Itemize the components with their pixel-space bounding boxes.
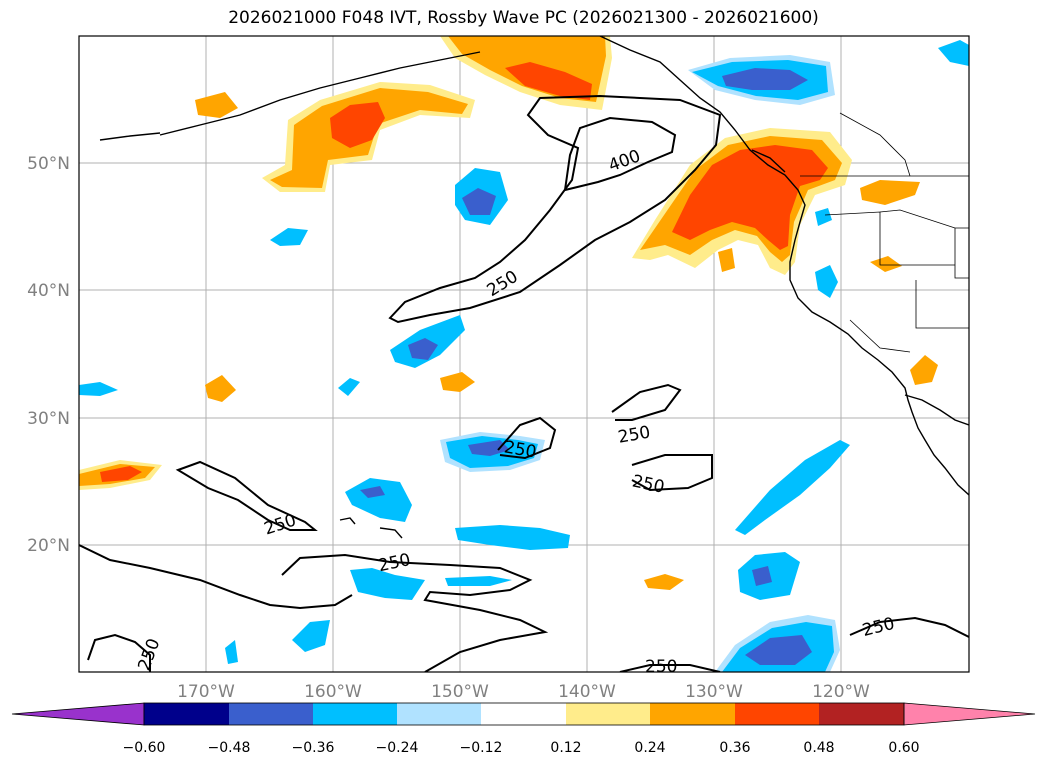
neg-patch-14 [938, 40, 969, 66]
coast-vancouver [751, 149, 786, 173]
neg-patch-1 [270, 228, 308, 246]
ar-patch-goa-core [505, 62, 592, 100]
cbar-tick-9: 0.48 [803, 740, 834, 756]
ar-patch-pnw-core [672, 145, 828, 250]
contour-label-250-h: 250 [645, 657, 677, 677]
lon-label-150w: 150°W [431, 682, 489, 702]
neg-patch-17 [815, 208, 832, 226]
lat-label-50n: 50°N [27, 154, 70, 174]
longitude-labels: 170°W 160°W 150°W 140°W 130°W 120°W [177, 682, 870, 702]
ar-patch-small-8 [718, 248, 735, 272]
coast-islands-1 [339, 517, 356, 525]
neg-patch-12 [79, 382, 118, 396]
colorbar-bin-3 [313, 703, 397, 725]
neg-patch-4-core [360, 486, 385, 498]
contour-250-d [175, 460, 318, 531]
colorbar-frame [143, 702, 905, 726]
contour-250-c [631, 454, 713, 492]
cbar-tick-2: −0.48 [208, 740, 251, 756]
neg-patch-8 [292, 620, 330, 652]
neg-patch-3-core [468, 440, 510, 456]
coast-baja [904, 394, 969, 426]
contour-250-i [849, 616, 969, 638]
ar-patch-small-5 [910, 355, 938, 385]
latitude-labels: 50°N 40°N 30°N 20°N [27, 154, 70, 556]
neg-patch-16 [338, 378, 360, 396]
ar-patch-west-tropics-core [100, 466, 142, 482]
cbar-tick-8: 0.36 [719, 740, 750, 756]
neg-patch-mid-pac-core [462, 188, 496, 215]
colorbar-ticks: −0.60 −0.48 −0.36 −0.24 −0.12 0.12 0.24 … [123, 740, 920, 756]
neg-patch-10-core [752, 566, 772, 586]
neg-patch-13 [815, 265, 838, 298]
neg-patch-7 [445, 576, 512, 586]
coastlines [99, 36, 969, 539]
lat-label-30n: 30°N [27, 409, 70, 429]
lat-label-40n: 40°N [27, 281, 70, 301]
political-borders [800, 112, 969, 353]
lon-label-120w: 120°W [812, 682, 870, 702]
neg-patch-15 [225, 640, 238, 664]
colorbar-bin-2 [229, 703, 313, 725]
coast-north-america [599, 36, 969, 496]
colorbar-bin-9 [819, 703, 904, 725]
cbar-tick-7: 0.24 [634, 740, 665, 756]
cbar-tick-5: −0.12 [460, 740, 503, 756]
neg-patch-4 [345, 478, 412, 522]
map-frame [78, 35, 970, 673]
contour-250-h [619, 664, 721, 672]
contour-250-g [87, 633, 151, 672]
coast-alaska [159, 51, 481, 136]
colorbar-bin-8 [735, 703, 819, 725]
lon-label-140w: 140°W [558, 682, 616, 702]
colorbar-bin-4 [397, 703, 481, 725]
colorbar-extend-right [903, 702, 1036, 726]
neg-patch-bc-core [722, 68, 808, 90]
coast-islands-2 [379, 527, 403, 539]
colorbar-extend-left [11, 702, 145, 726]
map-title: 2026021000 F048 IVT, Rossby Wave PC (202… [228, 8, 819, 28]
colorbar-bin-1 [144, 703, 229, 725]
positive-anomaly-patches [79, 36, 938, 590]
lon-label-170w: 170°W [177, 682, 235, 702]
coast-aleutians [99, 132, 161, 141]
neg-patch-9 [735, 440, 850, 535]
contour-250-f [281, 553, 549, 672]
ar-patch-small-4 [644, 574, 684, 590]
neg-patch-11-core [745, 635, 812, 665]
cbar-tick-4: −0.24 [376, 740, 419, 756]
contour-250-e [79, 544, 353, 610]
cbar-tick-6: 0.12 [550, 740, 581, 756]
ivt-contours [79, 94, 969, 672]
ar-patch-small-3 [440, 372, 475, 392]
ar-patch-small-2 [205, 375, 236, 402]
colorbar-bin-7 [650, 703, 735, 725]
neg-patch-5 [455, 525, 570, 550]
colorbar-bin-6 [566, 703, 650, 725]
colorbar: −0.60 −0.48 −0.36 −0.24 −0.12 0.12 0.24 … [11, 702, 1036, 756]
contour-250-a [611, 383, 682, 421]
contour-250-b [497, 416, 557, 460]
lon-label-160w: 160°W [304, 682, 362, 702]
contour-250-north [388, 94, 722, 324]
ar-patch-small-7 [870, 256, 902, 272]
lon-label-130w: 130°W [685, 682, 743, 702]
ar-patch-small-6 [860, 180, 920, 205]
contour-400 [563, 116, 677, 192]
cbar-tick-3: −0.36 [292, 740, 335, 756]
ar-patch-small-1 [195, 92, 238, 118]
cbar-tick-10: 0.60 [888, 740, 919, 756]
cbar-tick-1: −0.60 [123, 740, 166, 756]
neg-patch-6 [350, 568, 425, 600]
colorbar-bin-5 [481, 703, 566, 725]
negative-anomaly-patches [79, 40, 969, 672]
neg-patch-2-core [408, 338, 438, 360]
ar-patch-aleutian-core [330, 102, 385, 148]
lat-label-20n: 20°N [27, 536, 70, 556]
